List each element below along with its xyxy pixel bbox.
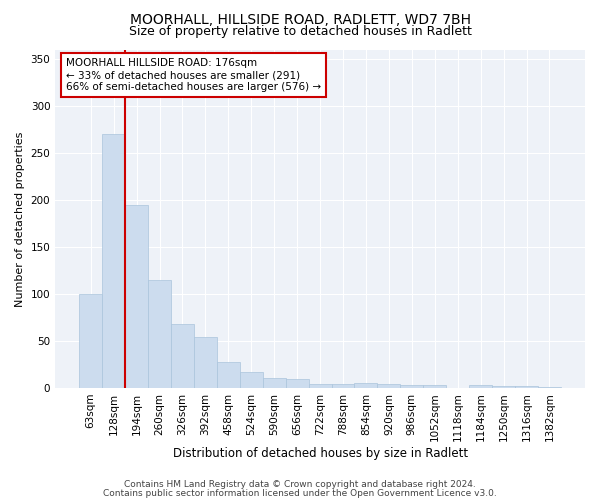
- Bar: [263, 378, 286, 388]
- Bar: [492, 386, 515, 388]
- Bar: [240, 372, 263, 388]
- Bar: [171, 324, 194, 388]
- Bar: [400, 385, 423, 388]
- Bar: [102, 134, 125, 388]
- Bar: [332, 384, 355, 388]
- Bar: [469, 385, 492, 388]
- Text: MOORHALL, HILLSIDE ROAD, RADLETT, WD7 7BH: MOORHALL, HILLSIDE ROAD, RADLETT, WD7 7B…: [130, 12, 470, 26]
- X-axis label: Distribution of detached houses by size in Radlett: Distribution of detached houses by size …: [173, 447, 467, 460]
- Y-axis label: Number of detached properties: Number of detached properties: [15, 131, 25, 306]
- Text: MOORHALL HILLSIDE ROAD: 176sqm
← 33% of detached houses are smaller (291)
66% of: MOORHALL HILLSIDE ROAD: 176sqm ← 33% of …: [66, 58, 321, 92]
- Bar: [148, 280, 171, 388]
- Text: Contains public sector information licensed under the Open Government Licence v3: Contains public sector information licen…: [103, 488, 497, 498]
- Text: Contains HM Land Registry data © Crown copyright and database right 2024.: Contains HM Land Registry data © Crown c…: [124, 480, 476, 489]
- Bar: [79, 294, 102, 388]
- Bar: [538, 387, 561, 388]
- Bar: [377, 384, 400, 388]
- Bar: [515, 386, 538, 388]
- Bar: [194, 337, 217, 388]
- Bar: [217, 362, 240, 388]
- Bar: [286, 380, 308, 388]
- Text: Size of property relative to detached houses in Radlett: Size of property relative to detached ho…: [128, 25, 472, 38]
- Bar: [423, 385, 446, 388]
- Bar: [308, 384, 332, 388]
- Bar: [125, 205, 148, 388]
- Bar: [355, 383, 377, 388]
